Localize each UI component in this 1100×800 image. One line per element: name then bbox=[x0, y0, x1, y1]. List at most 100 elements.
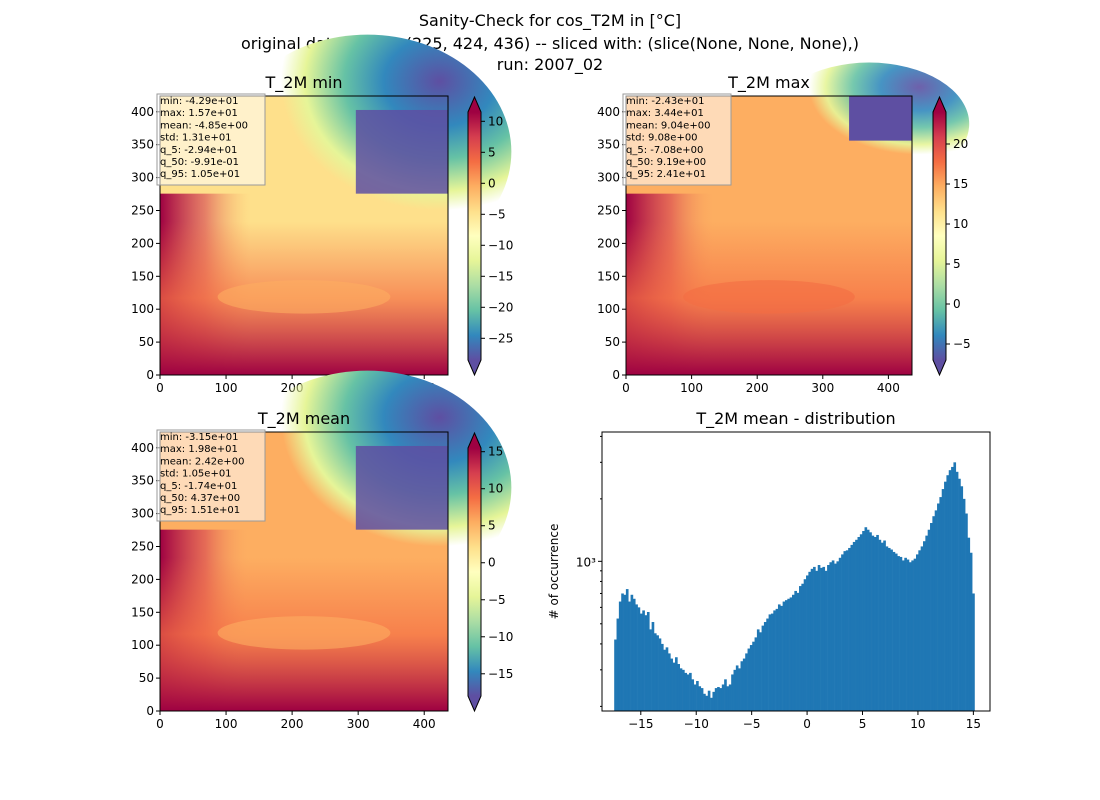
y-tick-label: 300 bbox=[131, 507, 154, 521]
histogram-bar bbox=[859, 534, 863, 711]
histogram-bar bbox=[644, 615, 648, 711]
stats-line: std: 9.08e+00 bbox=[626, 133, 698, 144]
histogram-bar bbox=[787, 598, 790, 711]
heatmap-sea bbox=[683, 280, 855, 314]
histogram-bar bbox=[773, 610, 776, 711]
histogram-bar bbox=[969, 552, 973, 711]
histogram-bar bbox=[904, 557, 907, 711]
histogram-bar bbox=[658, 638, 662, 711]
histogram-bar bbox=[834, 563, 837, 711]
histogram-bar bbox=[696, 681, 699, 711]
histogram-bar bbox=[831, 560, 835, 711]
histogram-bar bbox=[763, 622, 767, 711]
stats-line: q_50: -9.91e-01 bbox=[160, 157, 239, 168]
colorbar-tick-label: 0 bbox=[488, 176, 496, 190]
colorbar bbox=[468, 448, 481, 696]
histogram-bar bbox=[845, 550, 849, 711]
histogram-bar bbox=[948, 470, 952, 711]
histogram-bar bbox=[742, 658, 746, 711]
histogram-bar bbox=[913, 558, 917, 711]
histogram-bar bbox=[939, 497, 943, 711]
histogram-bar bbox=[712, 691, 716, 711]
stats-line: q_50: 4.37e+00 bbox=[160, 493, 240, 504]
x-tick-label: 0 bbox=[803, 717, 811, 731]
x-tick-label: 100 bbox=[215, 381, 238, 395]
stats-line: min: -4.29e+01 bbox=[160, 96, 239, 107]
histogram-panel: T_2M mean - distribution −15 −10 −5 0 5 10 15 10… bbox=[547, 409, 991, 731]
histogram-bar bbox=[894, 553, 898, 711]
colorbar-tick-label: −5 bbox=[953, 337, 971, 351]
histogram-bar bbox=[637, 607, 641, 711]
histogram-bar bbox=[621, 593, 624, 711]
y-tick-label: 0 bbox=[612, 368, 620, 382]
histogram-bar bbox=[630, 594, 634, 711]
y-tick-label: 200 bbox=[131, 236, 154, 250]
axes-title: T_2M mean - distribution bbox=[695, 409, 895, 429]
histogram-bar bbox=[726, 686, 730, 711]
histogram-bar bbox=[684, 672, 688, 711]
histogram-bar bbox=[855, 539, 858, 711]
histogram-bar bbox=[728, 684, 732, 711]
histogram-bar bbox=[707, 690, 711, 711]
histogram-bar bbox=[824, 570, 828, 711]
x-tick-label: 0 bbox=[622, 381, 630, 395]
histogram-bar bbox=[663, 649, 666, 711]
x-tick-label: 400 bbox=[877, 381, 900, 395]
axes-frame bbox=[159, 431, 449, 712]
histogram-bar bbox=[700, 688, 704, 711]
y-tick-label: 400 bbox=[131, 105, 154, 119]
histogram-bar bbox=[932, 516, 936, 711]
axes-frame bbox=[159, 95, 449, 376]
y-tick-label: 300 bbox=[597, 171, 620, 185]
histogram-bar bbox=[768, 614, 772, 711]
histogram-bar bbox=[646, 611, 650, 711]
histogram-bar bbox=[930, 523, 933, 711]
histogram-bar bbox=[693, 684, 697, 711]
histogram-bar bbox=[738, 668, 741, 711]
histogram-bar bbox=[962, 498, 966, 711]
histogram-bar bbox=[927, 529, 931, 711]
histogram-bar bbox=[625, 589, 629, 711]
histogram-bar bbox=[782, 601, 786, 711]
histogram-bar bbox=[789, 597, 793, 711]
y-axis-label: # of occurrence bbox=[547, 524, 561, 620]
histogram-bar bbox=[925, 535, 928, 711]
x-tick-label: 0 bbox=[156, 381, 164, 395]
histogram-bar bbox=[724, 679, 727, 711]
histogram-bar bbox=[862, 531, 865, 711]
stats-line: q_95: 1.05e+01 bbox=[160, 169, 240, 180]
histogram-bar bbox=[951, 466, 954, 711]
histogram-bar bbox=[972, 593, 975, 711]
histogram-bar bbox=[869, 532, 872, 711]
stats-line: std: 1.05e+01 bbox=[160, 469, 232, 480]
histogram-bar bbox=[703, 693, 706, 711]
histogram-bar bbox=[801, 583, 804, 711]
x-tick-label: −10 bbox=[684, 717, 709, 731]
histogram-bar bbox=[791, 594, 795, 711]
histogram-bar bbox=[698, 686, 702, 711]
histogram-bar bbox=[717, 686, 720, 711]
histogram-bar bbox=[841, 554, 844, 711]
stats-line: q_5: -2.94e+01 bbox=[160, 145, 237, 156]
histogram-bar bbox=[710, 697, 713, 711]
x-tick-label: 400 bbox=[413, 717, 436, 731]
histogram-bar bbox=[677, 664, 681, 711]
colorbar-tick-label: 10 bbox=[488, 482, 503, 496]
histogram-bar bbox=[740, 661, 744, 711]
colorbar-tick-label: −5 bbox=[488, 207, 506, 221]
y-tick-label: 350 bbox=[597, 138, 620, 152]
histogram-bar bbox=[796, 592, 800, 711]
x-tick-label: 200 bbox=[281, 717, 304, 731]
histogram-bar bbox=[649, 629, 652, 711]
y-tick-label: 350 bbox=[131, 138, 154, 152]
histogram-bar bbox=[838, 557, 842, 711]
histogram-bar bbox=[614, 639, 617, 711]
histogram-bar bbox=[616, 618, 620, 711]
histogram-bar bbox=[714, 688, 718, 711]
histogram-bar bbox=[665, 647, 669, 711]
colorbar-tick-label: 0 bbox=[953, 297, 961, 311]
x-tick-label: 300 bbox=[811, 381, 834, 395]
histogram-bar bbox=[967, 537, 971, 711]
histogram-bar bbox=[766, 618, 769, 711]
histogram-bar bbox=[651, 622, 655, 711]
